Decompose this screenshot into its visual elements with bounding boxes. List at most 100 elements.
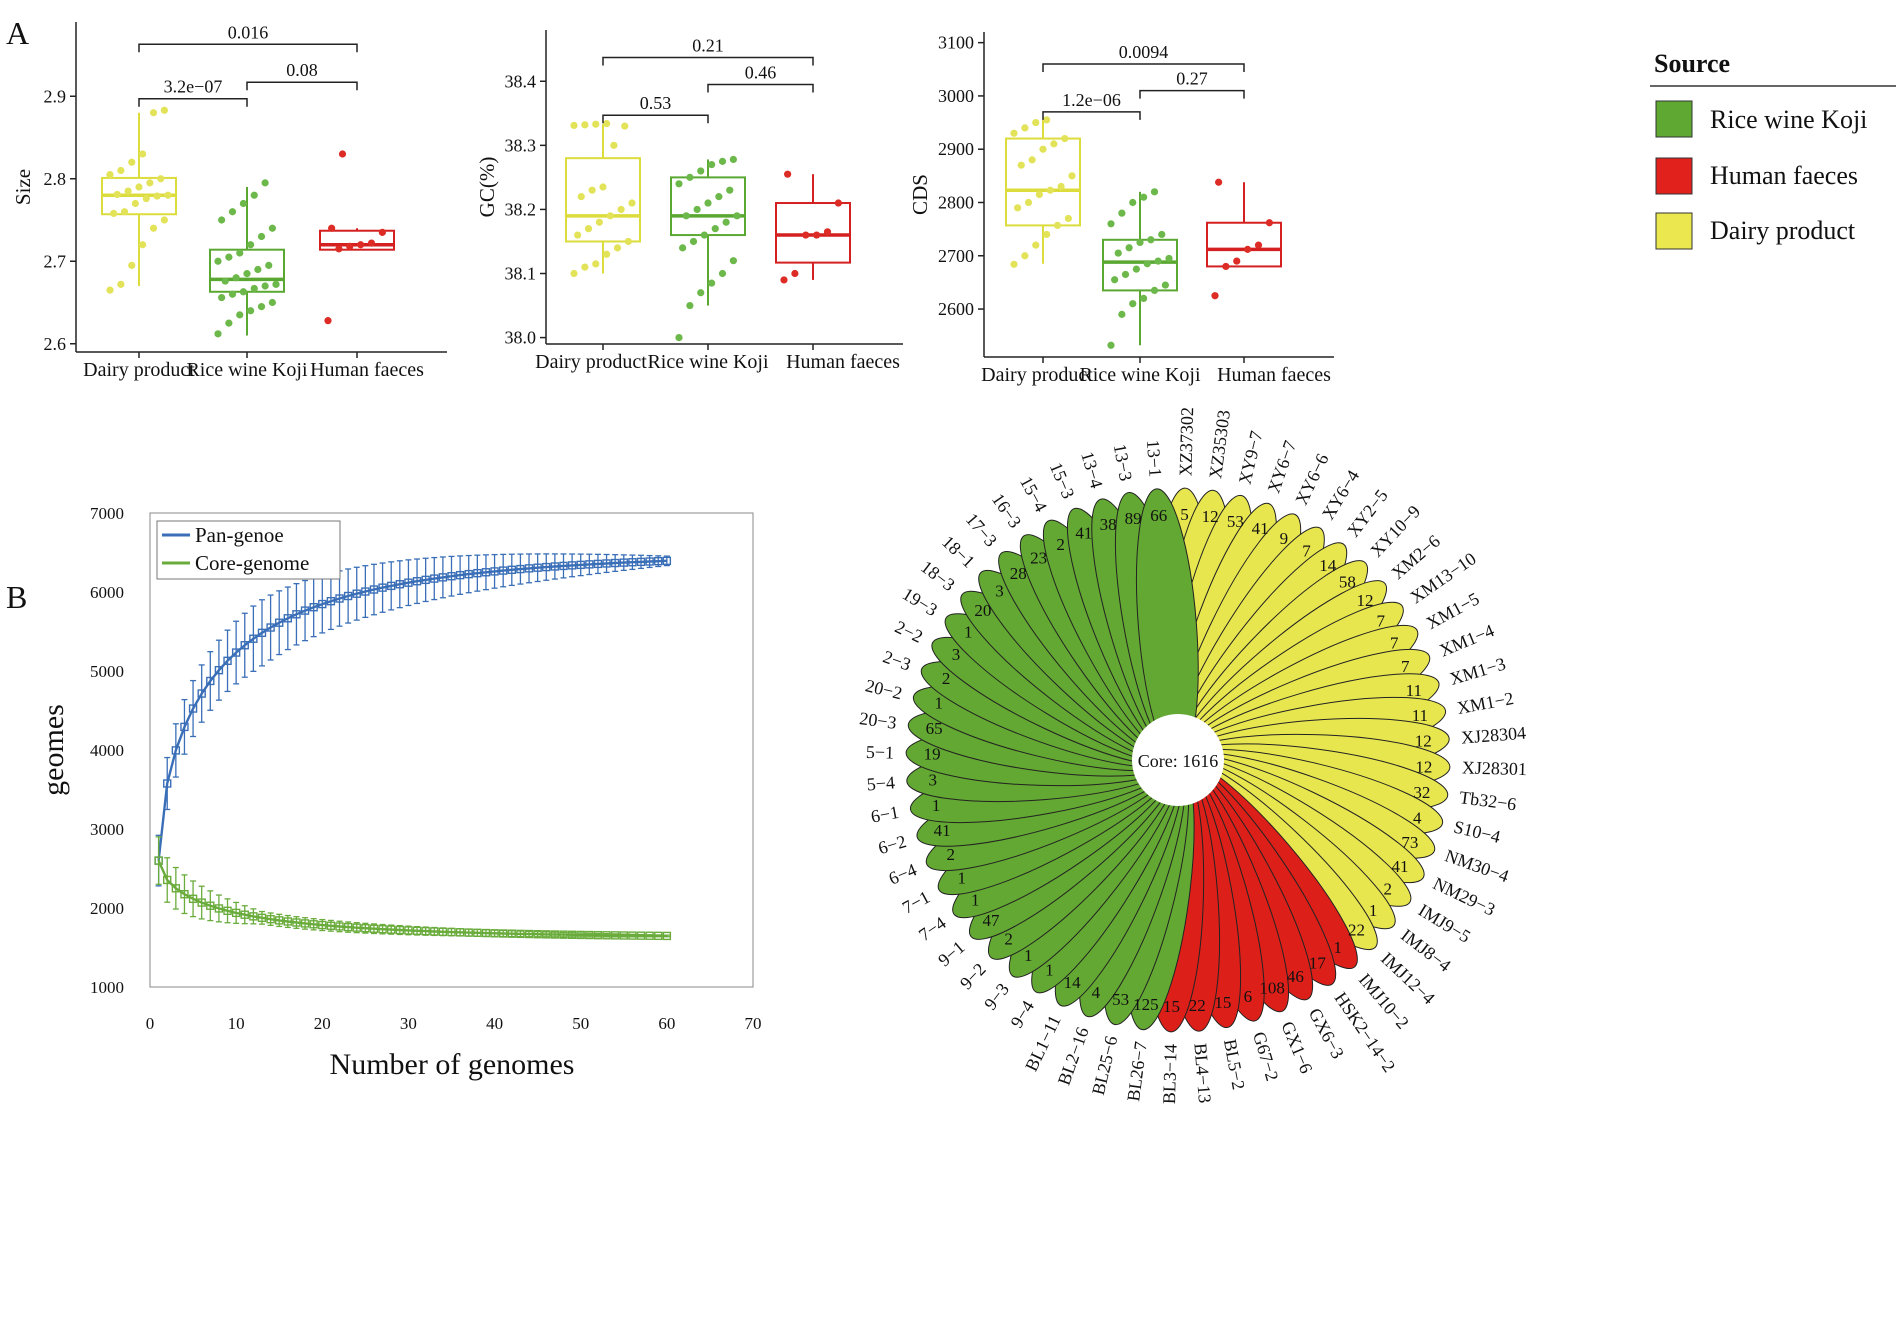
data-point xyxy=(218,293,226,302)
data-point xyxy=(180,889,189,899)
y-tick-label: 5000 xyxy=(90,662,124,681)
petal-value: 2 xyxy=(1056,535,1065,554)
data-point xyxy=(1032,241,1040,249)
data-point xyxy=(236,311,244,319)
data-point xyxy=(1043,230,1051,239)
data-point xyxy=(275,618,284,627)
data-point xyxy=(171,884,181,893)
petal-label: XM1−4 xyxy=(1437,620,1497,660)
comparison-bracket xyxy=(707,83,814,93)
petal-value: 7 xyxy=(1390,634,1399,653)
petal-label: S10−4 xyxy=(1452,817,1503,847)
data-point xyxy=(1165,254,1173,263)
data-point xyxy=(1021,252,1029,260)
data-point xyxy=(223,656,232,666)
series-line xyxy=(157,860,667,938)
data-point xyxy=(1222,262,1230,271)
petal-label: XJ28301 xyxy=(1462,757,1528,779)
data-point xyxy=(1064,214,1072,223)
data-point xyxy=(1136,238,1144,247)
y-tick-label: 2.6 xyxy=(44,334,67,354)
p-value-label: 0.21 xyxy=(692,36,724,56)
data-point xyxy=(268,298,276,307)
data-point xyxy=(780,276,788,284)
data-point xyxy=(1028,156,1036,164)
y-tick-label: 38.1 xyxy=(505,264,537,284)
data-point xyxy=(131,199,139,208)
data-point xyxy=(1024,198,1033,207)
data-point xyxy=(228,290,237,298)
petal-value: 1 xyxy=(1334,938,1343,957)
data-point xyxy=(225,319,233,327)
petal-value: 73 xyxy=(1401,833,1418,852)
data-point xyxy=(733,212,741,220)
data-point xyxy=(689,237,698,246)
petal-value: 4 xyxy=(1413,808,1422,827)
legend-label-human-faeces: Human faeces xyxy=(1710,161,1858,190)
petal-value: 7 xyxy=(1302,541,1311,560)
y-tick-label: 3100 xyxy=(938,33,974,53)
core-circle xyxy=(1132,714,1224,806)
data-point xyxy=(164,191,172,199)
data-point xyxy=(823,228,832,236)
data-point xyxy=(708,279,716,287)
x-tick-label: 70 xyxy=(745,1014,762,1033)
data-point xyxy=(335,245,343,253)
data-point xyxy=(718,157,727,165)
p-value-label: 0.08 xyxy=(286,60,318,80)
petal-value: 53 xyxy=(1112,990,1129,1009)
source-legend: Source Rice wine Koji Human faeces Dairy… xyxy=(1650,49,1896,250)
petal-label: 13−3 xyxy=(1110,442,1136,482)
data-point xyxy=(1140,193,1148,201)
petal-label: 15−4 xyxy=(1016,473,1051,515)
petal-label: 6−1 xyxy=(869,802,900,827)
y-axis-label: Size xyxy=(11,169,35,205)
petal-value: 7 xyxy=(1376,612,1385,631)
petal-label: 5−1 xyxy=(866,742,895,763)
petal-label: BL25−6 xyxy=(1088,1034,1121,1097)
petal-value: 14 xyxy=(1319,556,1337,575)
box xyxy=(1005,137,1081,227)
comparison-bracket xyxy=(1042,111,1141,120)
y-tick-label: 3000 xyxy=(938,86,974,106)
petal-label: 2−2 xyxy=(892,617,926,647)
data-point xyxy=(378,228,386,236)
boxplot-gc: 38.0 38.1 38.2 38.3 38.4 GC(%) Dairy product Ri… xyxy=(475,30,903,373)
petal-label: XZ35303 xyxy=(1205,409,1234,480)
data-point xyxy=(225,253,233,261)
p-value-label: 1.2e−06 xyxy=(1062,90,1121,110)
box xyxy=(775,202,851,264)
legend-label-core: Core-genome xyxy=(195,551,309,575)
x-tick-label: 60 xyxy=(658,1014,675,1033)
petal-value: 2 xyxy=(942,669,951,688)
y-axis-label: geomes xyxy=(37,704,70,796)
petal-value: 19 xyxy=(924,745,941,764)
data-point xyxy=(1010,129,1018,137)
data-point xyxy=(1129,198,1137,207)
data-point xyxy=(577,193,585,201)
petal-value: 12 xyxy=(1415,732,1432,751)
legend-swatch-rice-wine-koji xyxy=(1655,100,1693,138)
petal-label: BL2−16 xyxy=(1054,1024,1093,1087)
data-point xyxy=(693,205,701,214)
y-tick-label: 2.7 xyxy=(44,251,67,271)
data-point xyxy=(106,171,114,179)
petal-label: 9−2 xyxy=(956,959,990,993)
data-point xyxy=(581,263,589,271)
data-point xyxy=(106,286,114,294)
data-point xyxy=(357,241,365,249)
data-point xyxy=(697,167,705,175)
data-point xyxy=(1114,249,1122,257)
boxplot-cds: 2600 2700 2800 2900 3000 3100 CDS Dairy product… xyxy=(908,32,1334,386)
box xyxy=(209,248,285,293)
core-label: Core: 1616 xyxy=(1138,751,1219,771)
data-point xyxy=(722,218,730,226)
petal-label: 18−1 xyxy=(938,532,979,572)
petal-value: 17 xyxy=(1309,954,1327,973)
data-point xyxy=(214,257,222,265)
data-point xyxy=(588,186,596,194)
data-point xyxy=(1233,257,1241,265)
data-point xyxy=(197,898,206,907)
y-tick-label: 2700 xyxy=(938,246,974,266)
